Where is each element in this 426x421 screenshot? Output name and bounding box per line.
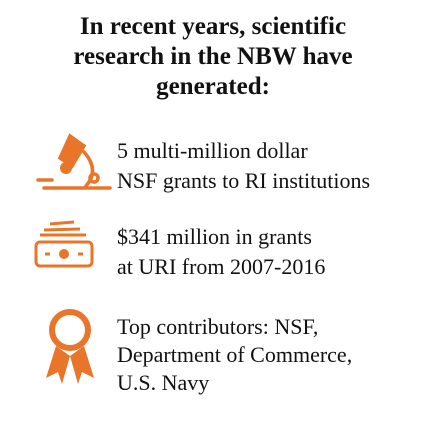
microscope-icon — [36, 133, 112, 190]
title-line: research in the NBW have — [73, 43, 352, 70]
item-text: $341 million in grants — [117, 224, 312, 249]
award-icon — [46, 309, 94, 384]
item-text: at URI from 2007-2016 — [117, 254, 325, 279]
item-text: Top contributors: NSF, — [117, 314, 318, 339]
item-text: NSF grants to RI institutions — [117, 168, 370, 193]
item-text: Department of Commerce, — [117, 342, 352, 367]
title-line: In recent years, scientific — [80, 13, 346, 40]
item-text: 5 multi-million dollar — [117, 138, 308, 163]
item-text: U.S. Navy — [117, 370, 209, 395]
money-icon — [34, 220, 94, 268]
title-line: generated: — [156, 73, 270, 100]
